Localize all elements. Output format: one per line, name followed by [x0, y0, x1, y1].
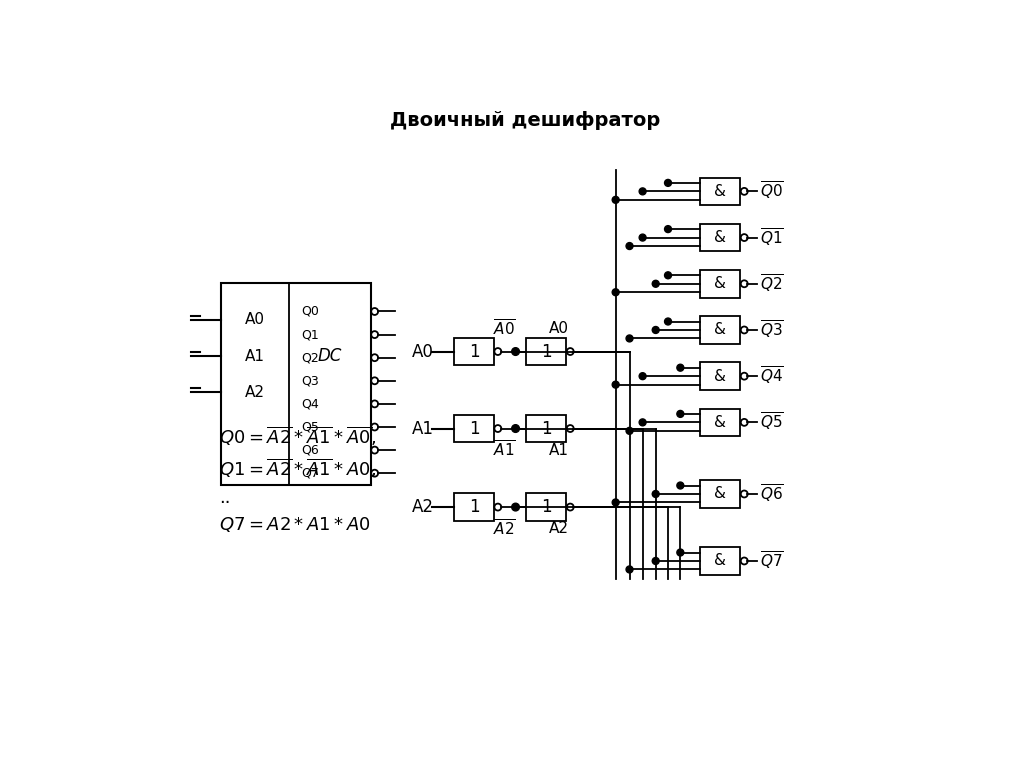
- Text: 1: 1: [541, 498, 552, 516]
- Text: $Q7 = A2 * A1 * A0$: $Q7 = A2 * A1 * A0$: [219, 515, 371, 535]
- Text: $\overline{Q7}$: $\overline{Q7}$: [761, 550, 784, 572]
- Bar: [700, 270, 740, 298]
- Circle shape: [665, 179, 672, 186]
- Text: &: &: [715, 276, 726, 291]
- Text: A0: A0: [246, 312, 265, 328]
- Text: $\overline{Q5}$: $\overline{Q5}$: [761, 411, 784, 433]
- Text: ..: ..: [219, 489, 230, 507]
- Text: 1: 1: [469, 343, 479, 360]
- Text: 1: 1: [469, 420, 479, 437]
- Text: 1: 1: [541, 343, 552, 360]
- Circle shape: [639, 234, 646, 241]
- Text: Q4: Q4: [301, 397, 319, 410]
- Bar: [221, 283, 371, 485]
- Circle shape: [639, 419, 646, 426]
- Circle shape: [612, 499, 620, 506]
- Text: A1: A1: [246, 349, 265, 364]
- Text: &: &: [715, 415, 726, 430]
- Text: &: &: [715, 184, 726, 199]
- Text: $Q1 = \overline{A2} * \overline{A1} * A0,$: $Q1 = \overline{A2} * \overline{A1} * A0…: [219, 457, 376, 480]
- Text: $\overline{Q0}$: $\overline{Q0}$: [761, 180, 784, 202]
- Text: A0: A0: [549, 321, 568, 336]
- Circle shape: [612, 381, 620, 388]
- Text: DC: DC: [317, 347, 342, 365]
- Text: &: &: [715, 369, 726, 384]
- Circle shape: [612, 196, 620, 203]
- Text: A2: A2: [246, 385, 265, 400]
- Circle shape: [677, 549, 684, 556]
- Text: A1: A1: [549, 443, 568, 458]
- Bar: [454, 493, 494, 521]
- Text: 1: 1: [541, 420, 552, 437]
- Text: $\overline{Q4}$: $\overline{Q4}$: [761, 365, 784, 387]
- Circle shape: [677, 482, 684, 489]
- Text: &: &: [715, 554, 726, 568]
- Text: Q1: Q1: [301, 328, 319, 341]
- Bar: [700, 547, 740, 574]
- Text: Q2: Q2: [301, 351, 319, 364]
- Text: $\overline{A2}$: $\overline{A2}$: [494, 518, 516, 538]
- Circle shape: [512, 347, 519, 355]
- Circle shape: [677, 410, 684, 417]
- Circle shape: [652, 491, 659, 498]
- Circle shape: [665, 318, 672, 325]
- Circle shape: [626, 566, 633, 573]
- Circle shape: [652, 558, 659, 565]
- Text: Q6: Q6: [301, 443, 319, 456]
- Text: &: &: [715, 322, 726, 337]
- Circle shape: [612, 288, 620, 296]
- Circle shape: [652, 327, 659, 334]
- Text: Q7: Q7: [301, 466, 319, 479]
- Circle shape: [639, 188, 646, 195]
- Text: $Q0 = \overline{A2} * \overline{A1} * \overline{A0},$: $Q0 = \overline{A2} * \overline{A1} * \o…: [219, 424, 376, 448]
- Bar: [700, 362, 740, 390]
- Text: A2: A2: [549, 521, 568, 536]
- Text: Q5: Q5: [301, 420, 319, 433]
- Circle shape: [512, 425, 519, 433]
- Bar: [700, 480, 740, 508]
- Text: &: &: [715, 230, 726, 245]
- Bar: [700, 224, 740, 252]
- Bar: [454, 415, 494, 443]
- Circle shape: [652, 280, 659, 287]
- Text: 1: 1: [469, 498, 479, 516]
- Circle shape: [665, 272, 672, 278]
- Text: $\overline{A1}$: $\overline{A1}$: [494, 440, 516, 460]
- Circle shape: [626, 242, 633, 249]
- Bar: [700, 409, 740, 436]
- Text: Q3: Q3: [301, 374, 319, 387]
- Circle shape: [677, 364, 684, 371]
- Text: &: &: [715, 486, 726, 502]
- Text: A2: A2: [412, 498, 434, 516]
- Text: A0: A0: [413, 343, 434, 360]
- Circle shape: [665, 225, 672, 232]
- Circle shape: [512, 503, 519, 511]
- Text: Двоичный дешифратор: Двоичный дешифратор: [390, 111, 659, 130]
- Bar: [700, 177, 740, 206]
- Bar: [454, 337, 494, 365]
- Circle shape: [626, 335, 633, 342]
- Circle shape: [639, 373, 646, 380]
- Text: $\overline{Q3}$: $\overline{Q3}$: [761, 319, 784, 341]
- Text: $\overline{Q1}$: $\overline{Q1}$: [761, 226, 784, 249]
- Text: $\overline{A0}$: $\overline{A0}$: [494, 318, 516, 338]
- Text: Q0: Q0: [301, 305, 319, 318]
- Text: A1: A1: [412, 420, 434, 437]
- Text: $\overline{Q6}$: $\overline{Q6}$: [761, 483, 784, 505]
- Bar: [526, 337, 566, 365]
- Bar: [526, 493, 566, 521]
- Circle shape: [626, 427, 633, 434]
- Bar: [526, 415, 566, 443]
- Text: $\overline{Q2}$: $\overline{Q2}$: [761, 273, 784, 295]
- Bar: [700, 316, 740, 344]
